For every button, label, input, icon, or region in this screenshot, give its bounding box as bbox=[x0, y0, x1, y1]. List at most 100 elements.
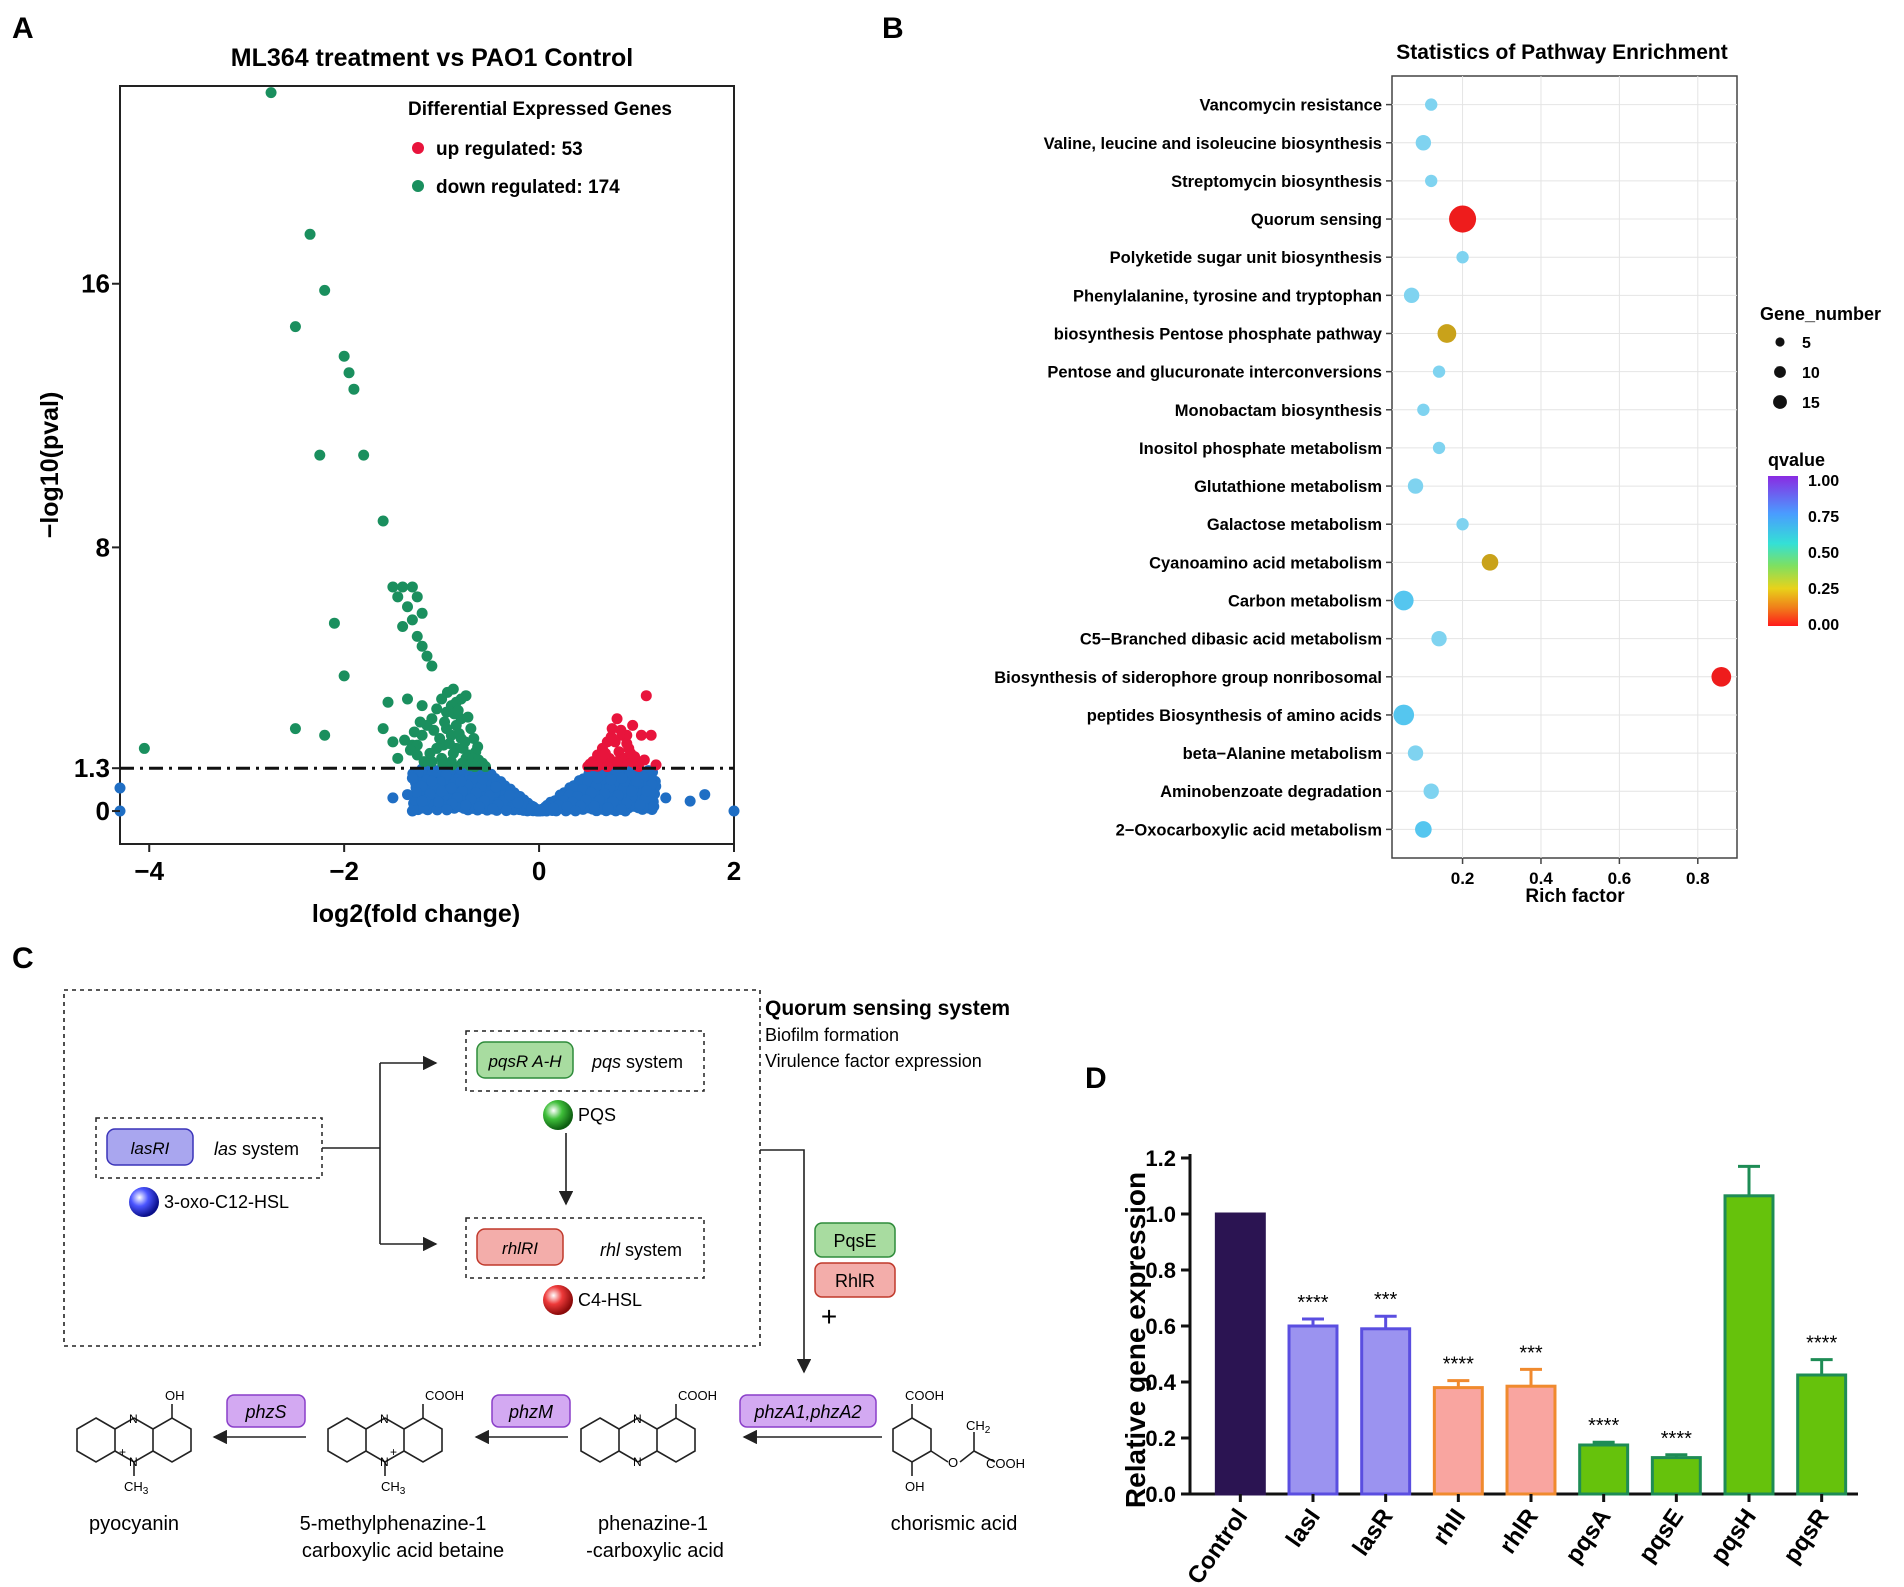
pca-n-top: N bbox=[633, 1412, 642, 1426]
volcano-point-down bbox=[421, 650, 433, 662]
qs-subtitle-biofilm: Biofilm formation bbox=[765, 1025, 899, 1045]
plus-sign: + bbox=[821, 1301, 837, 1332]
enrichment-category-label: Cyanoamino acid metabolism bbox=[1149, 554, 1382, 572]
enrichment-category-label: beta−Alanine metabolism bbox=[1183, 745, 1382, 763]
legend-down-label: down regulated: 174 bbox=[436, 177, 620, 198]
volcano-point-down bbox=[399, 734, 411, 746]
qs-title: Quorum sensing system bbox=[765, 997, 1010, 1020]
enrichment-category-label: Polyketide sugar unit biosynthesis bbox=[1110, 249, 1382, 267]
chorismic-ch2-sub: 2 bbox=[985, 1425, 991, 1436]
enrichment-x-tick-label: 0.2 bbox=[1451, 869, 1475, 888]
phzs-badge bbox=[226, 1394, 306, 1428]
expression-y-tick-label: 0.0 bbox=[1145, 1482, 1176, 1507]
volcano-point-down bbox=[392, 752, 404, 764]
enrichment-point bbox=[1407, 745, 1424, 761]
expression-significance: *** bbox=[1519, 1342, 1543, 1364]
expression-bar bbox=[1723, 1194, 1775, 1496]
mpcb-methyl: CH3 bbox=[381, 1479, 406, 1497]
volcano-point-ns bbox=[634, 799, 646, 811]
pqs-signal-label: PQS bbox=[578, 1105, 616, 1125]
volcano-plot-frame bbox=[119, 85, 735, 845]
legend-up-marker bbox=[412, 142, 424, 154]
expression-x-tick-label: pqsR bbox=[1778, 1504, 1835, 1569]
enrichment-x-axis: 0.2 0.4 0.6 0.8 bbox=[1451, 858, 1710, 888]
volcano-point-ns bbox=[648, 801, 660, 813]
expression-bar bbox=[1796, 1373, 1848, 1496]
legend-down-marker bbox=[412, 180, 424, 192]
las-system-label: las system bbox=[214, 1139, 299, 1159]
qs-outer-box bbox=[63, 989, 761, 1347]
volcano-point-ns bbox=[487, 803, 499, 815]
expression-significance: **** bbox=[1443, 1354, 1474, 1376]
volcano-point-down bbox=[426, 660, 438, 672]
enrichment-category-label: 2−Oxocarboxylic acid metabolism bbox=[1116, 821, 1382, 839]
volcano-point-down bbox=[319, 729, 331, 741]
volcano-point-ns bbox=[490, 781, 502, 793]
volcano-axes: −4 −2 0 2 0 1.3 8 16 bbox=[74, 269, 741, 886]
enrichment-category-label: Quorum sensing bbox=[1251, 211, 1382, 229]
expression-significance: **** bbox=[1661, 1428, 1692, 1450]
volcano-point-ns bbox=[114, 782, 126, 794]
chorismic-oh: OH bbox=[905, 1479, 925, 1494]
volcano-point-ns bbox=[441, 804, 453, 816]
expression-bar-chart: 0.0 0.2 0.4 0.6 0.8 1.0 1.2 Control **** lasI ***… bbox=[1120, 1146, 1858, 1587]
gene-number-legend-marker bbox=[1773, 395, 1787, 409]
expression-x-tick-label: pqsE bbox=[1633, 1504, 1689, 1568]
expression-significance: *** bbox=[1374, 1289, 1398, 1311]
enrichment-point bbox=[1456, 518, 1469, 531]
expression-bars: Control **** lasI *** lasR **** rhlI *** rhlR ***… bbox=[1182, 1164, 1848, 1587]
mpcb-structure: COOH N N + CH3 bbox=[327, 1388, 464, 1497]
volcano-y-tick-label: 1.3 bbox=[74, 753, 110, 783]
gene-number-legend-label: 10 bbox=[1802, 365, 1820, 382]
volcano-point-down bbox=[289, 321, 301, 333]
mpcb-methyl-ch: CH bbox=[381, 1479, 400, 1494]
volcano-point-down bbox=[453, 728, 465, 740]
enrichment-point bbox=[1417, 403, 1430, 416]
panel-label-c: C bbox=[12, 942, 34, 975]
volcano-point-down bbox=[348, 383, 360, 395]
gene-number-legend-label: 15 bbox=[1802, 395, 1820, 412]
enrichment-category-label: peptides Biosynthesis of amino acids bbox=[1087, 707, 1382, 725]
pqs-gene-label: pqsR A-H bbox=[487, 1052, 562, 1071]
expression-significance: **** bbox=[1297, 1292, 1328, 1314]
volcano-point-ns bbox=[500, 805, 512, 817]
enrichment-grid bbox=[1392, 76, 1737, 858]
mpcb-n-charge: + bbox=[390, 1445, 397, 1459]
chorismic-ch2: CH2 bbox=[966, 1418, 991, 1436]
volcano-point-up bbox=[621, 737, 633, 749]
enrichment-point bbox=[1456, 251, 1469, 264]
volcano-point-ns bbox=[406, 772, 418, 784]
volcano-x-tick-label: 0 bbox=[532, 856, 546, 886]
expression-y-tick-label: 1.2 bbox=[1145, 1146, 1176, 1171]
phzm-label: phzM bbox=[508, 1402, 553, 1422]
enrichment-category-label: Streptomycin biosynthesis bbox=[1171, 173, 1382, 191]
phza-label: phzA1,phzA2 bbox=[753, 1402, 861, 1422]
expression-x-tick-label: pqsA bbox=[1560, 1504, 1617, 1569]
qvalue-legend-title: qvalue bbox=[1768, 450, 1825, 470]
pyocyanin-rings bbox=[76, 1404, 192, 1476]
enrichment-point bbox=[1432, 441, 1446, 455]
phzm-badge bbox=[491, 1394, 571, 1428]
pca-structure: COOH N N bbox=[580, 1388, 717, 1469]
volcano-point-down bbox=[437, 757, 449, 769]
enrichment-category-label: Carbon metabolism bbox=[1228, 593, 1382, 611]
compound-mpcb-line1: 5-methylphenazine-1 bbox=[300, 1513, 487, 1535]
volcano-point-down bbox=[406, 581, 418, 593]
qvalue-colorbar bbox=[1768, 476, 1798, 626]
volcano-point-down bbox=[452, 705, 464, 717]
expression-bar bbox=[1505, 1384, 1557, 1496]
las-branch-connector bbox=[322, 1063, 381, 1244]
rhl-gene-label: rhlRI bbox=[502, 1239, 538, 1258]
volcano-point-up bbox=[645, 729, 657, 741]
gene-number-legend-marker bbox=[1775, 337, 1785, 347]
volcano-point-down bbox=[377, 723, 389, 735]
pyocyanin-n-top: N bbox=[129, 1412, 138, 1426]
enrichment-category-label: biosynthesis Pentose phosphate pathway bbox=[1054, 325, 1383, 343]
volcano-point-ns bbox=[411, 787, 423, 799]
volcano-point-down bbox=[319, 284, 331, 296]
expression-y-label: Relative gene expression bbox=[1120, 1172, 1151, 1508]
volcano-point-down bbox=[289, 723, 301, 735]
volcano-point-ns bbox=[416, 795, 428, 807]
volcano-point-down bbox=[338, 350, 350, 362]
volcano-point-down bbox=[469, 761, 481, 773]
